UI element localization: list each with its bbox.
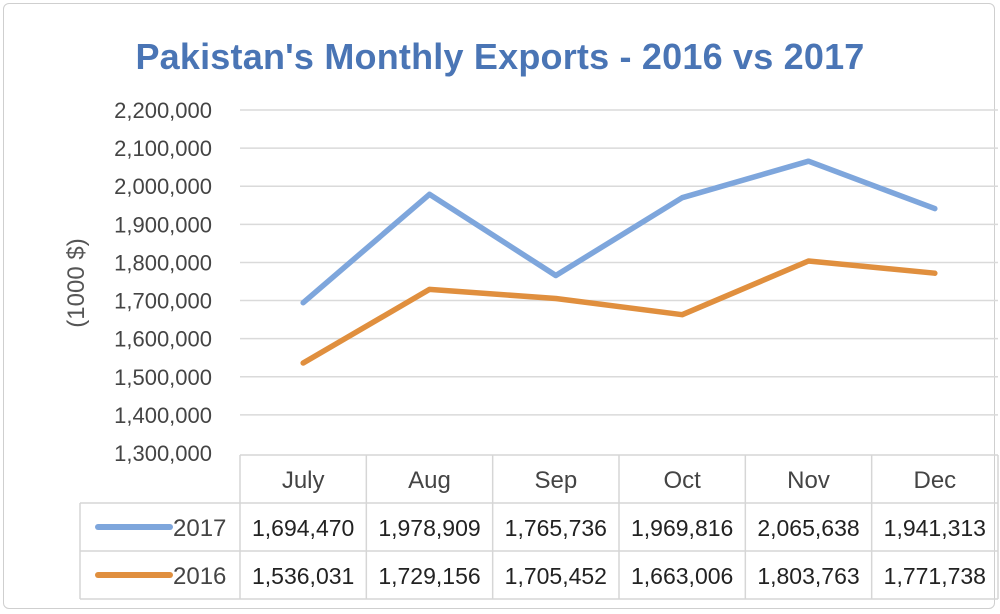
y-tick-label: 1,800,000 xyxy=(114,250,212,275)
table-cell: 1,663,006 xyxy=(631,563,733,589)
table-cell: 1,729,156 xyxy=(378,563,480,589)
y-tick-label: 1,500,000 xyxy=(114,365,212,390)
x-category-label: Dec xyxy=(913,467,956,494)
x-category-label: Sep xyxy=(534,467,577,494)
chart-frame xyxy=(3,3,995,609)
data-point-2016 xyxy=(300,360,306,366)
data-point-2017 xyxy=(553,273,559,279)
y-tick-label: 1,400,000 xyxy=(114,403,212,428)
legend-label-2016: 2016 xyxy=(173,563,226,590)
data-point-2016 xyxy=(553,295,559,301)
y-tick-label: 1,300,000 xyxy=(114,441,212,466)
y-tick-label: 1,600,000 xyxy=(114,327,212,352)
data-point-2017 xyxy=(932,206,938,212)
data-point-2017 xyxy=(300,300,306,306)
series-line-2016 xyxy=(300,258,938,366)
chart-title: Pakistan's Monthly Exports - 2016 vs 201… xyxy=(135,36,865,77)
table-cell: 1,536,031 xyxy=(252,563,354,589)
data-point-2016 xyxy=(806,258,811,264)
table-cell: 1,705,452 xyxy=(505,563,607,589)
y-tick-label: 2,000,000 xyxy=(114,174,212,199)
table-cell: 1,969,816 xyxy=(631,515,733,541)
y-axis-label: (1000 $) xyxy=(63,238,90,327)
data-point-2017 xyxy=(806,158,811,164)
y-tick-label: 1,700,000 xyxy=(114,289,212,314)
data-point-2016 xyxy=(679,312,685,318)
table-cell: 1,978,909 xyxy=(378,515,480,541)
table-cell: 1,765,736 xyxy=(505,515,607,541)
table-cell: 1,694,470 xyxy=(252,515,354,541)
x-category-label: July xyxy=(282,467,325,494)
table-cell: 1,941,313 xyxy=(884,515,986,541)
legend-label-2017: 2017 xyxy=(173,515,226,542)
table-cell: 1,771,738 xyxy=(884,563,986,589)
x-category-label: Aug xyxy=(408,467,451,494)
series-line-2017 xyxy=(300,158,938,306)
x-category-label: Nov xyxy=(787,467,830,494)
y-tick-label: 1,900,000 xyxy=(114,212,212,237)
data-point-2017 xyxy=(679,195,685,201)
x-category-label: Oct xyxy=(663,467,701,494)
y-axis-ticks: 1,300,000 1,400,000 1,500,000 1,600,000 1,70… xyxy=(114,98,212,466)
y-tick-label: 2,200,000 xyxy=(114,98,212,123)
table-cell: 1,803,763 xyxy=(757,563,859,589)
data-point-2016 xyxy=(932,270,938,276)
series-lines xyxy=(300,158,938,366)
data-point-2016 xyxy=(427,286,432,292)
y-tick-label: 2,100,000 xyxy=(114,136,212,161)
data-table: July Aug Sep Oct Nov Dec 2017 1,694,470 1,978,90… xyxy=(79,454,999,600)
data-point-2017 xyxy=(427,191,432,197)
table-cell: 2,065,638 xyxy=(757,515,859,541)
